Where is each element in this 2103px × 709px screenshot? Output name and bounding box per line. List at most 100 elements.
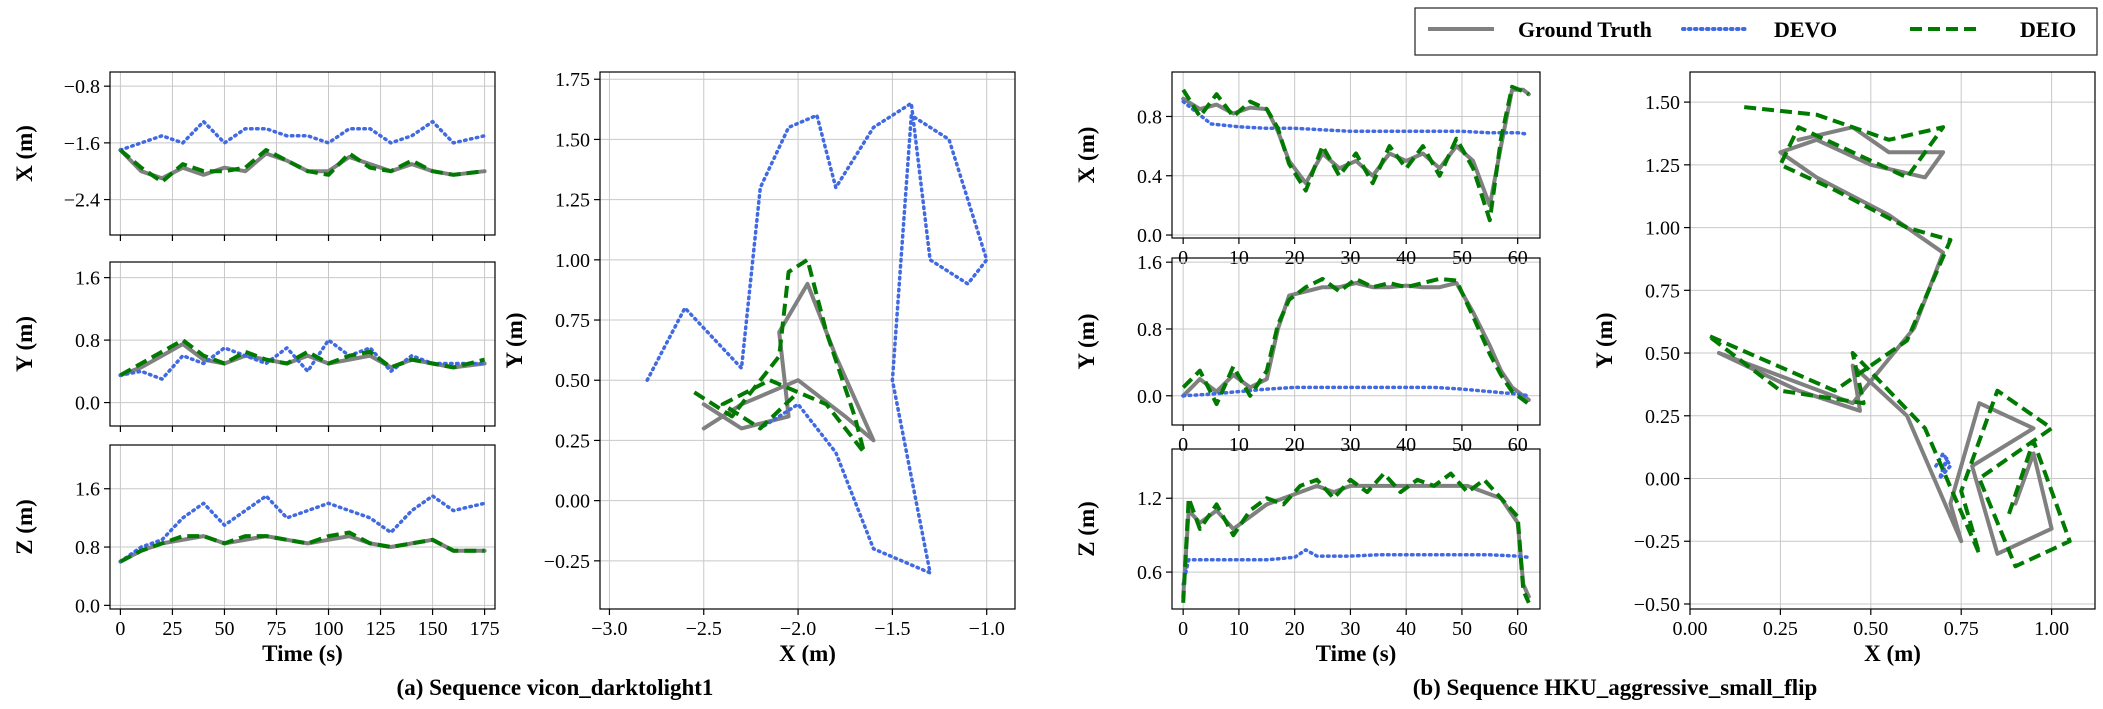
- x-tick-label: 0: [115, 618, 125, 640]
- x-tick-label: 30: [1340, 434, 1360, 456]
- y-tick-label: 1.25: [555, 190, 590, 212]
- y-tick-label: −2.4: [64, 190, 100, 212]
- y-tick-label: −0.25: [544, 551, 590, 573]
- x-tick-label: 10: [1229, 618, 1249, 640]
- y-tick-label: 0.75: [1645, 280, 1680, 302]
- y-tick-label: 0.50: [555, 370, 590, 392]
- y-tick-label: −0.25: [1634, 531, 1680, 553]
- legend: Ground Truth DEVO DEIO: [1414, 7, 2098, 56]
- series-deio: [119, 148, 485, 184]
- x-tick-label: 20: [1285, 618, 1305, 640]
- x-axis-label: X (m): [1864, 641, 1921, 666]
- y-axis-label: Z (m): [12, 499, 37, 555]
- axes-frame: [109, 261, 496, 427]
- y-tick-label: 1.00: [555, 250, 590, 272]
- y-tick-label: 0.0: [1137, 386, 1162, 408]
- x-tick-label: 50: [1452, 434, 1472, 456]
- y-tick-label: 0.0: [75, 393, 100, 415]
- panel-a-xy: −3.0 −2.5 −2.0 −1.5 −1.0 −0.25 0.00 0.25 0.50 0.7…: [502, 69, 1016, 666]
- x-tick-label: 0.25: [1763, 618, 1798, 640]
- series-group: [118, 338, 487, 381]
- series-group: [1181, 471, 1531, 604]
- y-tick-label: 1.6: [75, 479, 100, 501]
- y-axis-label: Y (m): [12, 316, 37, 372]
- x-tick-label: 30: [1340, 618, 1360, 640]
- y-tick-label: 0.25: [555, 430, 590, 452]
- y-axis-label: X (m): [1074, 127, 1099, 184]
- y-tick-label: 0.0: [75, 595, 100, 617]
- y-tick-label: 0.25: [1645, 406, 1680, 428]
- x-tick-label: −1.5: [874, 618, 910, 640]
- x-tick-label: 150: [418, 618, 448, 640]
- legend-frame: [1414, 7, 2098, 56]
- x-tick-label: 0.50: [1853, 618, 1888, 640]
- y-tick-label: −1.6: [64, 133, 100, 155]
- x-axis-label: Time (s): [262, 641, 343, 666]
- y-axis-label: Y (m): [1074, 314, 1099, 370]
- panel-b-x: 0 10 20 30 40 50 600.00.40.8X (m): [1074, 71, 1541, 269]
- x-tick-label: 0.00: [1673, 618, 1708, 640]
- panel-b-xy: 0.00 0.25 0.50 0.75 1.00 −0.50 −0.25 0.00 0.25 0.…: [1592, 71, 2096, 666]
- x-tick-label: 40: [1396, 618, 1416, 640]
- x-axis-label: X (m): [779, 641, 836, 666]
- series-deio: [119, 338, 486, 377]
- series-deio: [119, 530, 485, 564]
- x-tick-label: 60: [1508, 618, 1528, 640]
- y-tick-label: 1.50: [1645, 92, 1680, 114]
- x-tick-label: 75: [266, 618, 286, 640]
- x-tick-label: 100: [314, 618, 344, 640]
- y-tick-label: 0.0: [1137, 225, 1162, 247]
- y-tick-label: 1.50: [555, 129, 590, 151]
- chart-panels: −2.4 −1.6 −0.8 X (m) 0.0 0.8 1.6 Y (m) 0 25 50 75 10…: [12, 69, 2096, 666]
- series-devo: [1181, 548, 1531, 587]
- axes-frame: [1689, 71, 2096, 610]
- y-tick-label: 0.4: [1137, 166, 1162, 188]
- x-tick-label: 50: [214, 618, 234, 640]
- panel-a-z: 0 25 50 75 100 125 150 175 0.0 0.8 1.6 Z (m) Time (s…: [12, 444, 500, 666]
- axes-frame: [1171, 71, 1541, 239]
- y-tick-label: −0.8: [64, 76, 100, 98]
- axes-frame: [109, 444, 496, 610]
- series-group: [1181, 276, 1531, 407]
- series-ground-truth: [1181, 281, 1531, 402]
- x-tick-label: 175: [470, 618, 500, 640]
- x-tick-label: 0: [1178, 618, 1188, 640]
- x-tick-label: 20: [1285, 434, 1305, 456]
- axes-frame: [109, 71, 496, 236]
- legend-label-ground-truth: Ground Truth: [1518, 17, 1652, 42]
- x-tick-label: 0.75: [1944, 618, 1979, 640]
- axes-frame: [599, 71, 1016, 610]
- y-tick-label: 1.25: [1645, 155, 1680, 177]
- x-tick-label: 0: [1178, 434, 1188, 456]
- x-tick-label: −1.0: [969, 618, 1005, 640]
- x-tick-label: −2.0: [780, 618, 816, 640]
- y-tick-label: 0.75: [555, 310, 590, 332]
- series-ground-truth: [1716, 125, 2054, 556]
- series-ground-truth: [1181, 483, 1531, 599]
- x-tick-label: 125: [366, 618, 396, 640]
- panel-b-y: 0 10 20 30 40 50 60 0.0 0.8 1.6 Y (m): [1074, 252, 1541, 456]
- series-group: [1181, 84, 1531, 223]
- series-ground-truth: [118, 342, 487, 378]
- x-tick-label: 10: [1229, 434, 1249, 456]
- series-deio: [1706, 105, 2072, 569]
- series-deio: [1181, 471, 1531, 604]
- y-tick-label: 1.6: [1137, 252, 1162, 274]
- caption-b: (b) Sequence HKU_aggressive_small_flip: [1413, 675, 1818, 700]
- axes-frame: [1171, 257, 1541, 426]
- y-tick-label: 0.6: [1137, 562, 1162, 584]
- caption-a: (a) Sequence vicon_darktolight1: [397, 675, 714, 700]
- series-ground-truth: [1181, 87, 1531, 208]
- x-tick-label: 1.00: [2034, 618, 2069, 640]
- series-group: [118, 494, 487, 564]
- x-tick-label: 25: [162, 618, 182, 640]
- panel-a-y: 0.0 0.8 1.6 Y (m): [12, 261, 496, 432]
- y-tick-label: 0.8: [1137, 319, 1162, 341]
- y-tick-label: 0.8: [1137, 106, 1162, 128]
- legend-label-devo: DEVO: [1774, 17, 1837, 42]
- axes-frame: [1171, 448, 1541, 610]
- x-tick-label: 40: [1396, 434, 1416, 456]
- series-devo: [1181, 385, 1531, 398]
- y-tick-label: 0.8: [75, 330, 100, 352]
